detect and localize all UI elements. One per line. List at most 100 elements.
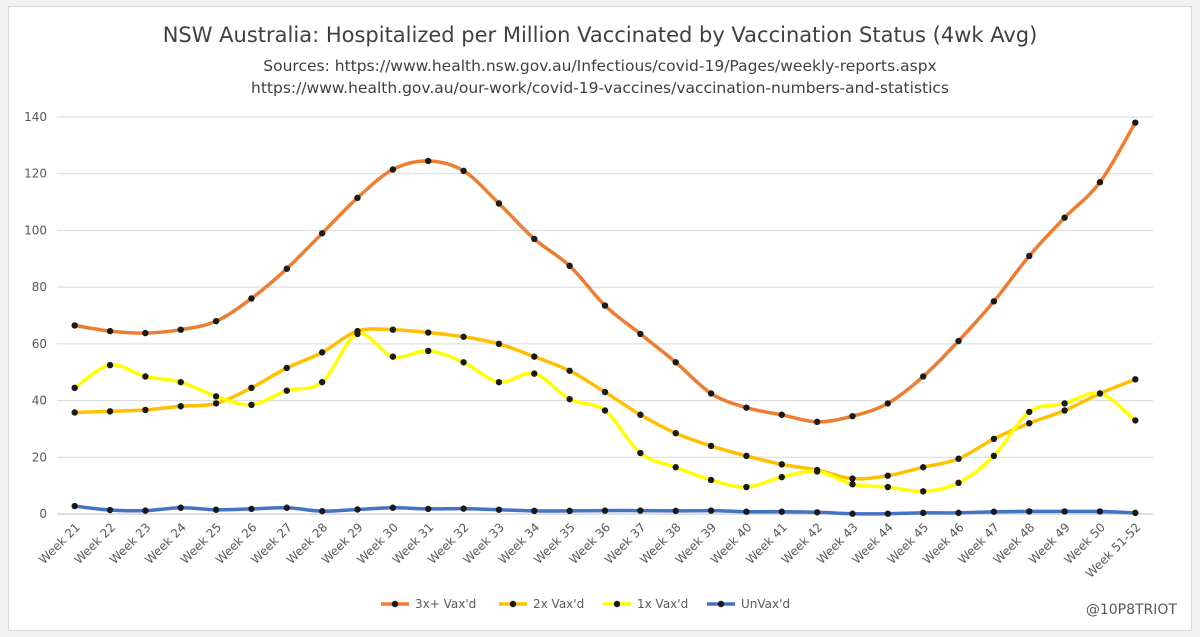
data-point-3x-vax-d-19 bbox=[743, 404, 750, 411]
data-point-unvax-d-1 bbox=[106, 506, 114, 514]
data-point-3x-vax-d-8 bbox=[354, 194, 361, 202]
data-point-unvax-d-15 bbox=[601, 507, 609, 514]
data-point-3x-vax-d-30 bbox=[1132, 119, 1139, 126]
data-point-3x-vax-d-1 bbox=[106, 327, 114, 335]
data-point-unvax-d-12 bbox=[495, 506, 503, 513]
chart-subtitle-source-2: https://www.health.gov.au/our-work/covid… bbox=[251, 79, 949, 97]
data-point-3x-vax-d-18 bbox=[707, 390, 715, 397]
data-point-unvax-d-30 bbox=[1132, 509, 1139, 517]
data-point-3x-vax-d-16 bbox=[637, 330, 644, 338]
data-point-unvax-d-28 bbox=[1061, 508, 1068, 515]
data-point-unvax-d-19 bbox=[743, 508, 750, 515]
data-point-2x-vax-d-19 bbox=[743, 452, 750, 460]
data-point-1x-vax-d-19 bbox=[743, 483, 750, 491]
data-point-1x-vax-d-2 bbox=[142, 373, 149, 380]
data-point-3x-vax-d-12 bbox=[495, 200, 503, 207]
data-point-3x-vax-d-24 bbox=[919, 373, 927, 380]
data-point-3x-vax-d-13 bbox=[531, 235, 538, 243]
data-point-unvax-d-27 bbox=[1026, 508, 1033, 515]
chart-subtitle-source-1: Sources: https://www.health.nsw.gov.au/I… bbox=[263, 57, 937, 75]
data-point-2x-vax-d-15 bbox=[601, 388, 609, 396]
data-point-unvax-d-10 bbox=[425, 505, 432, 513]
data-point-unvax-d-9 bbox=[389, 504, 397, 511]
data-point-unvax-d-17 bbox=[672, 507, 679, 515]
data-point-1x-vax-d-17 bbox=[672, 464, 679, 471]
data-point-2x-vax-d-13 bbox=[531, 353, 538, 360]
data-point-3x-vax-d-5 bbox=[248, 295, 255, 302]
data-point-3x-vax-d-29 bbox=[1096, 179, 1104, 186]
data-point-2x-vax-d-26 bbox=[990, 435, 998, 443]
data-point-2x-vax-d-22 bbox=[849, 475, 856, 482]
data-point-1x-vax-d-26 bbox=[990, 452, 998, 460]
data-point-2x-vax-d-23 bbox=[884, 472, 892, 479]
y-tick-label-0: 0 bbox=[39, 507, 47, 521]
data-point-1x-vax-d-25 bbox=[955, 479, 962, 487]
y-tick-label-120: 120 bbox=[24, 167, 47, 181]
data-point-3x-vax-d-10 bbox=[425, 157, 432, 165]
data-point-2x-vax-d-2 bbox=[142, 406, 149, 414]
data-point-unvax-d-21 bbox=[813, 509, 821, 516]
legend-label-3x-vax-d: 3x+ Vax'd bbox=[415, 597, 476, 611]
data-point-unvax-d-0 bbox=[71, 502, 78, 510]
data-point-3x-vax-d-3 bbox=[177, 326, 184, 333]
data-point-3x-vax-d-4 bbox=[212, 317, 220, 325]
data-point-2x-vax-d-4 bbox=[212, 400, 220, 407]
data-point-1x-vax-d-23 bbox=[884, 483, 892, 491]
data-point-3x-vax-d-14 bbox=[566, 262, 573, 270]
data-point-1x-vax-d-12 bbox=[495, 378, 503, 386]
data-point-3x-vax-d-28 bbox=[1061, 214, 1068, 221]
data-point-1x-vax-d-0 bbox=[71, 384, 78, 392]
data-point-3x-vax-d-2 bbox=[142, 329, 149, 337]
data-point-unvax-d-6 bbox=[283, 504, 291, 511]
data-point-unvax-d-16 bbox=[637, 507, 644, 514]
data-point-unvax-d-24 bbox=[919, 509, 927, 517]
data-point-2x-vax-d-11 bbox=[460, 333, 467, 340]
data-point-unvax-d-3 bbox=[177, 504, 184, 511]
y-tick-label-40: 40 bbox=[32, 394, 47, 408]
data-point-1x-vax-d-27 bbox=[1026, 408, 1033, 416]
data-point-3x-vax-d-15 bbox=[601, 302, 609, 309]
data-point-3x-vax-d-20 bbox=[778, 411, 785, 418]
data-point-unvax-d-22 bbox=[849, 510, 856, 517]
data-point-2x-vax-d-16 bbox=[637, 411, 644, 418]
data-point-2x-vax-d-0 bbox=[71, 409, 78, 416]
data-point-3x-vax-d-0 bbox=[71, 322, 78, 329]
data-point-unvax-d-5 bbox=[248, 505, 255, 513]
data-point-unvax-d-7 bbox=[318, 507, 326, 515]
data-point-2x-vax-d-28 bbox=[1061, 407, 1068, 414]
data-point-1x-vax-d-30 bbox=[1132, 417, 1139, 424]
data-point-2x-vax-d-25 bbox=[955, 455, 962, 462]
data-point-3x-vax-d-21 bbox=[813, 418, 821, 426]
y-tick-label-100: 100 bbox=[24, 223, 47, 237]
legend-marker-3x-vax-d bbox=[391, 600, 399, 608]
data-point-1x-vax-d-7 bbox=[318, 378, 326, 386]
y-tick-label-60: 60 bbox=[32, 337, 47, 351]
data-point-unvax-d-29 bbox=[1096, 508, 1104, 515]
data-point-2x-vax-d-9 bbox=[389, 326, 397, 333]
y-tick-label-80: 80 bbox=[32, 280, 47, 294]
data-point-1x-vax-d-10 bbox=[425, 347, 432, 355]
data-point-1x-vax-d-13 bbox=[531, 370, 538, 377]
data-point-2x-vax-d-7 bbox=[318, 349, 326, 356]
legend-marker-unvax-d bbox=[717, 600, 725, 608]
chart-frame: NSW Australia: Hospitalized per Million … bbox=[8, 6, 1192, 631]
data-point-1x-vax-d-16 bbox=[637, 449, 644, 457]
data-point-3x-vax-d-11 bbox=[460, 167, 467, 175]
data-point-2x-vax-d-18 bbox=[707, 442, 715, 450]
data-point-3x-vax-d-17 bbox=[672, 359, 679, 366]
data-point-2x-vax-d-20 bbox=[778, 461, 785, 468]
chart-title: NSW Australia: Hospitalized per Million … bbox=[162, 23, 1038, 47]
data-point-1x-vax-d-1 bbox=[106, 361, 114, 369]
data-point-3x-vax-d-27 bbox=[1026, 252, 1033, 260]
data-point-1x-vax-d-18 bbox=[707, 476, 715, 484]
data-point-2x-vax-d-30 bbox=[1132, 376, 1139, 383]
watermark: @10P8TRIOT bbox=[1085, 602, 1177, 618]
data-point-2x-vax-d-17 bbox=[672, 429, 679, 437]
data-point-unvax-d-18 bbox=[707, 507, 715, 514]
series-line-3x-vax-d bbox=[72, 120, 1138, 424]
data-point-3x-vax-d-6 bbox=[283, 265, 291, 272]
data-point-unvax-d-13 bbox=[531, 507, 538, 515]
data-point-1x-vax-d-9 bbox=[389, 353, 397, 360]
y-tick-label-20: 20 bbox=[32, 450, 47, 464]
